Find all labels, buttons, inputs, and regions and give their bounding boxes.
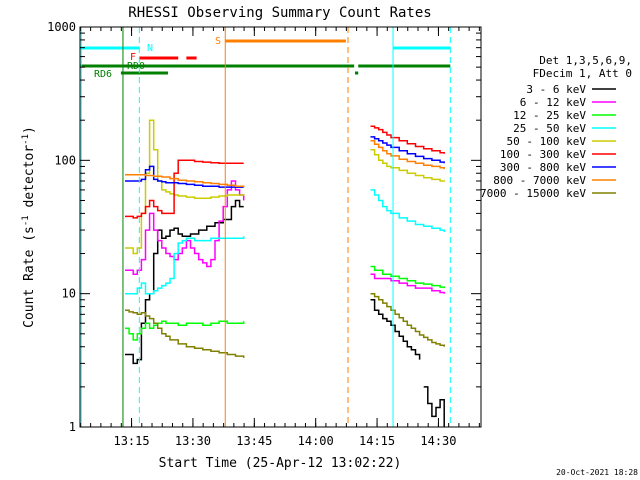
series-line xyxy=(370,125,445,154)
y-tick-label: 100 xyxy=(54,153,76,167)
y-axis: 1 10 100 1000 xyxy=(47,20,481,434)
legend-entry-label: 12 - 25 keV xyxy=(513,109,586,122)
x-tick-label: 13:45 xyxy=(236,434,272,448)
legend-entry-label: 7000 - 15000 keV xyxy=(480,187,586,200)
legend-header-2: FDecim 1, Att 0 xyxy=(533,67,632,80)
legend-entry-label: 100 - 300 keV xyxy=(500,148,586,161)
legend-entry-label: 300 - 800 keV xyxy=(500,161,586,174)
x-tick-label: 13:15 xyxy=(113,434,149,448)
footer-timestamp: 20-Oct-2021 18:28 xyxy=(556,468,638,477)
flag-label-rd6: RD6 xyxy=(94,69,112,80)
legend-entry-label: 3 - 6 keV xyxy=(526,83,586,96)
x-tick-label: 14:30 xyxy=(420,434,456,448)
flags-layer: NF S RD0 RD6 xyxy=(80,27,451,427)
x-tick-label: 14:00 xyxy=(298,434,334,448)
plot-frame xyxy=(79,26,482,428)
series-line xyxy=(370,299,421,360)
x-axis-title: Start Time (25-Apr-12 13:02:22) xyxy=(159,456,402,471)
series-layer xyxy=(125,119,445,427)
series-line xyxy=(125,320,245,341)
flag-label-rd0: RD0 xyxy=(127,61,145,72)
y-tick-label: 1 xyxy=(69,420,76,434)
legend-entry-label: 6 - 12 keV xyxy=(520,96,587,109)
series-line xyxy=(370,265,445,289)
series-line xyxy=(125,165,244,188)
legend-header-1: Det 1,3,5,6,9, xyxy=(539,54,632,67)
chart-title: RHESSI Observing Summary Count Rates xyxy=(128,5,431,21)
series-line xyxy=(125,173,245,188)
series-line xyxy=(370,136,445,164)
series-line xyxy=(370,273,445,294)
y-tick-label: 1000 xyxy=(47,20,76,34)
legend: Det 1,3,5,6,9, FDecim 1, Att 0 3 - 6 keV… xyxy=(480,54,632,200)
series-line xyxy=(370,189,445,232)
y-tick-label: 10 xyxy=(62,287,76,301)
series-line xyxy=(125,159,244,219)
series-line xyxy=(125,236,245,295)
series-line xyxy=(370,149,445,182)
x-tick-label: 13:30 xyxy=(175,434,211,448)
series-line xyxy=(125,199,244,365)
y-axis-title: Count Rate (s-1 detector-1) xyxy=(21,126,37,328)
legend-entry-label: 800 - 7000 keV xyxy=(493,174,586,187)
x-tick-label: 14:15 xyxy=(359,434,395,448)
series-line xyxy=(370,140,445,170)
series-line xyxy=(423,386,445,427)
series-line xyxy=(370,292,445,347)
x-axis: 13:15 13:30 13:45 14:00 14:15 14:30 xyxy=(79,27,480,448)
flag-label-s: S xyxy=(215,36,221,47)
flag-label-n: N xyxy=(147,43,153,54)
legend-entry-label: 25 - 50 keV xyxy=(513,122,586,135)
series-line xyxy=(125,309,245,358)
legend-entry-label: 50 - 100 keV xyxy=(507,135,587,148)
flag-label-f: F xyxy=(130,52,136,63)
series-line xyxy=(125,180,245,275)
